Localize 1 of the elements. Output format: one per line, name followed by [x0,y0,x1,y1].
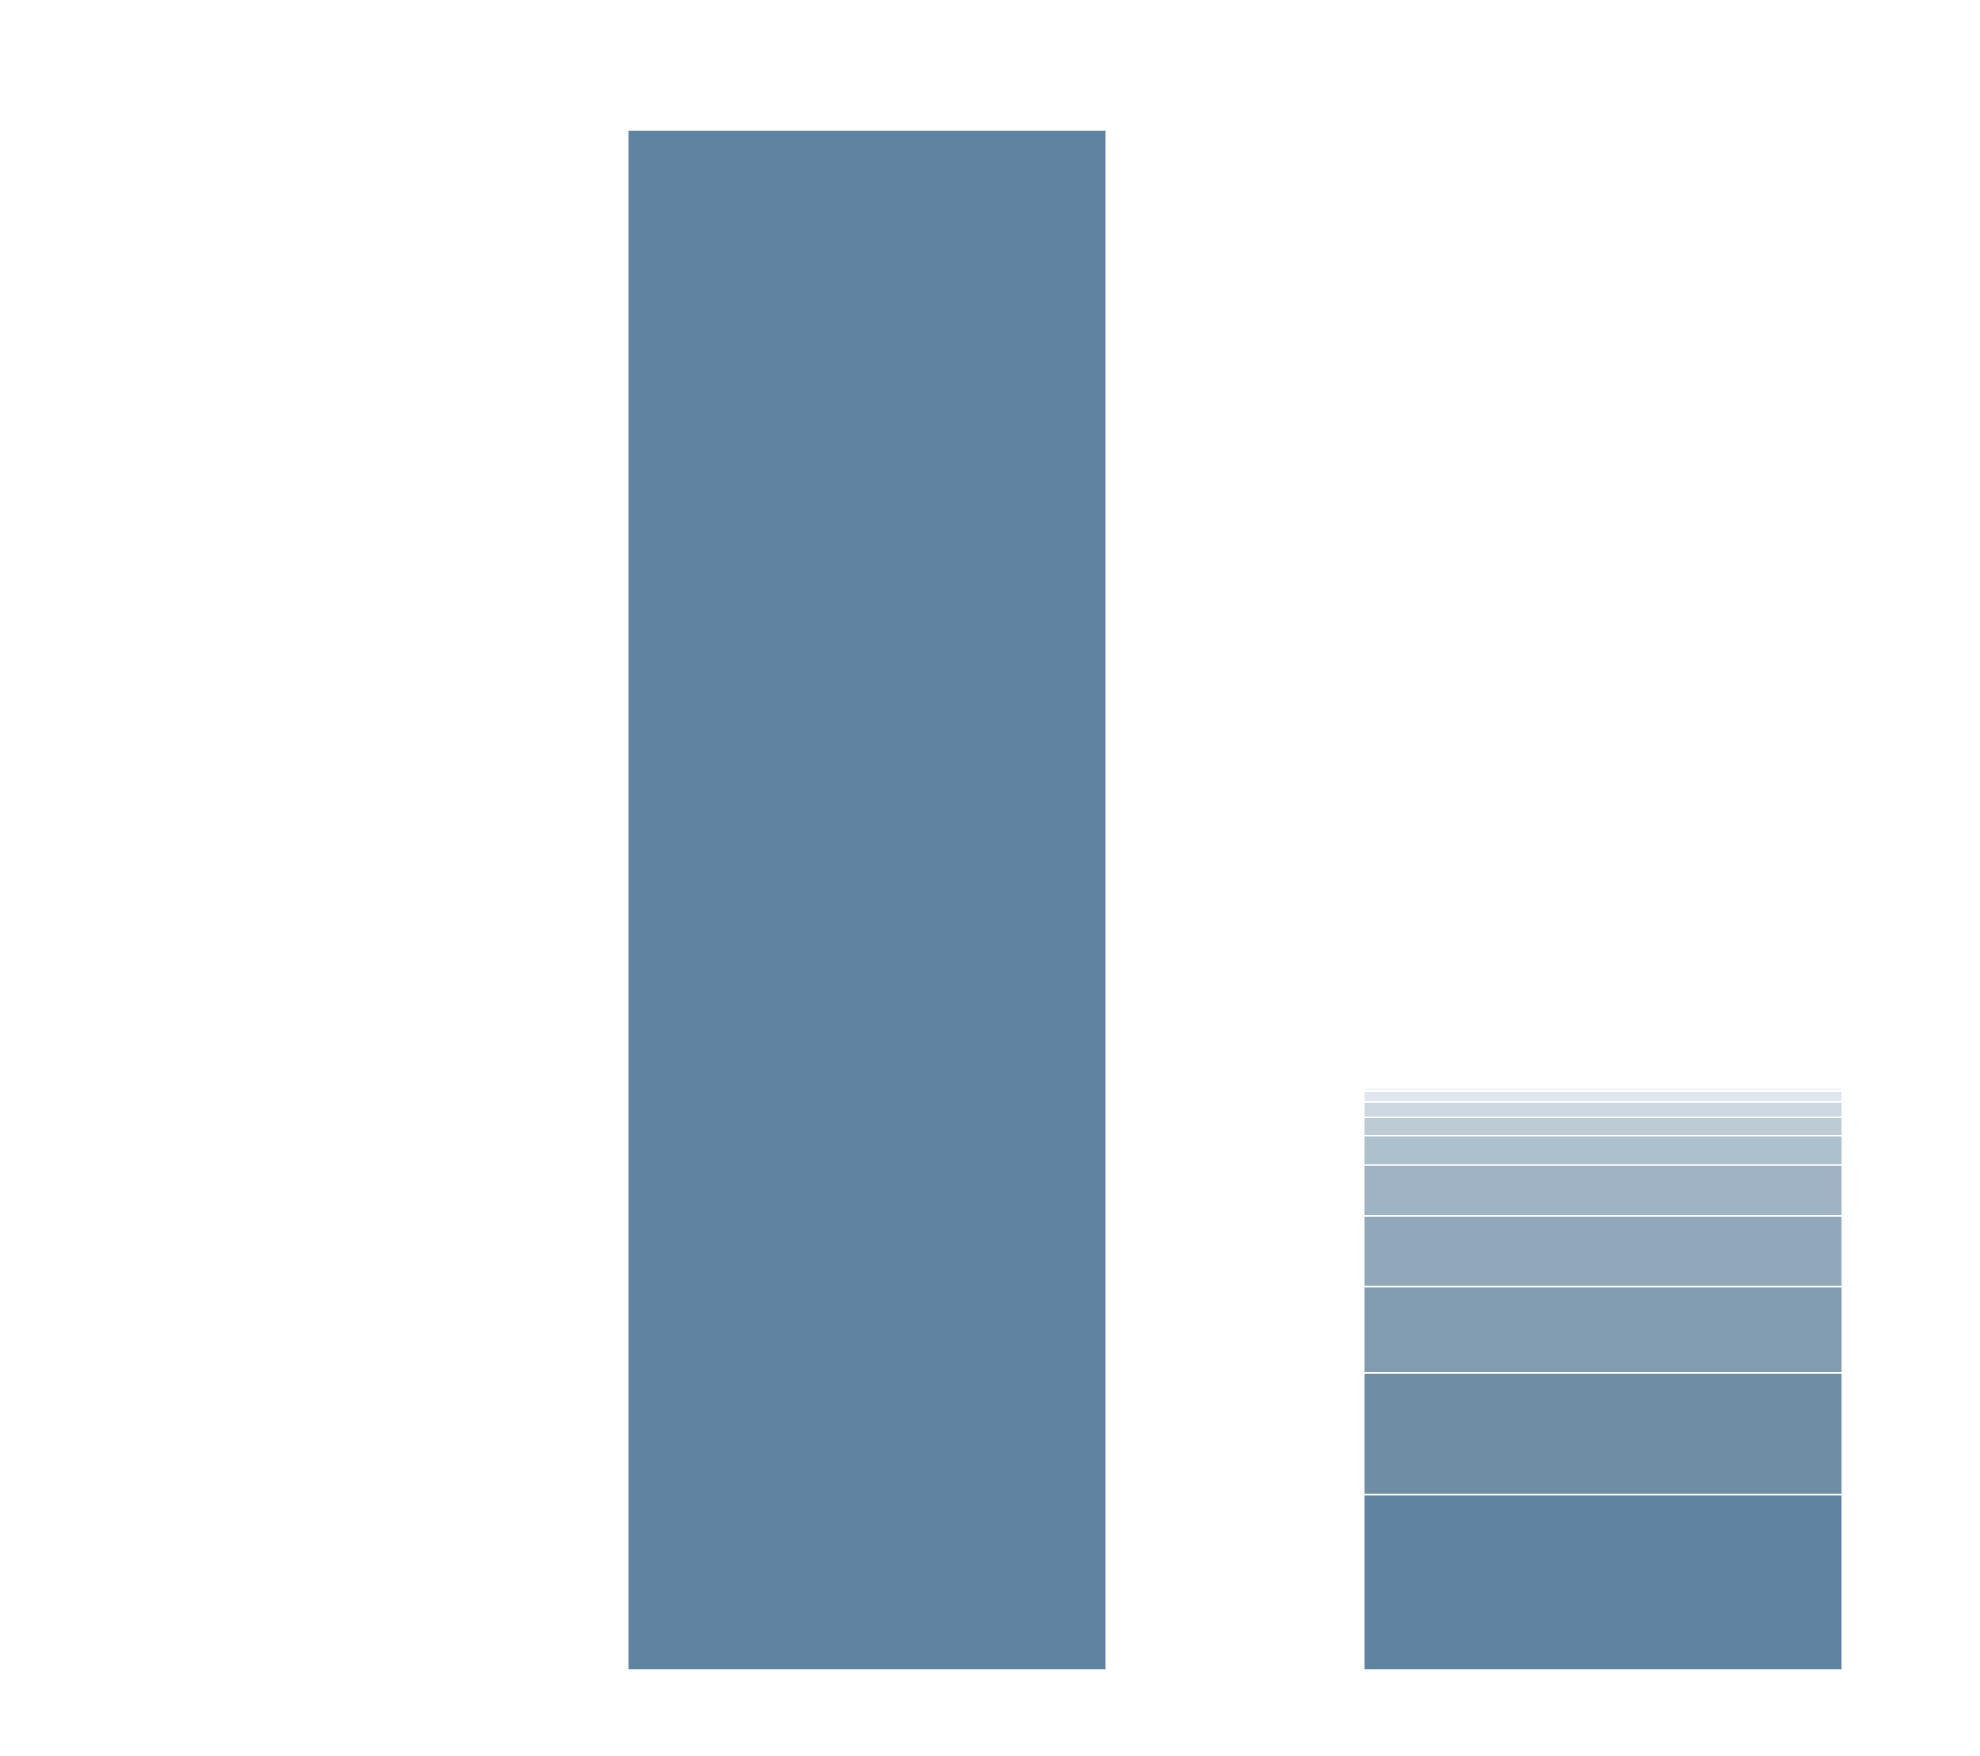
bar [627,130,1107,1670]
